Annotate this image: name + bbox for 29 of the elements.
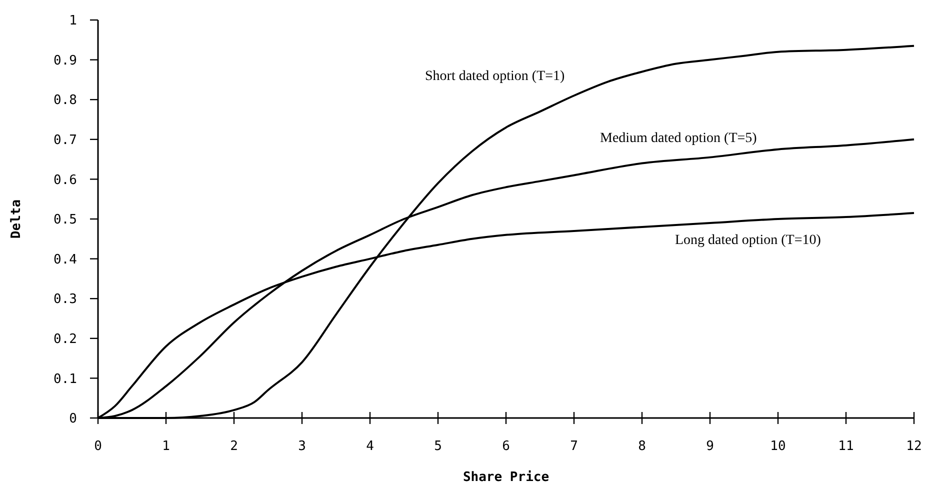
x-tick-label: 8 (638, 439, 646, 454)
x-tick-label: 1 (162, 439, 170, 454)
x-tick-label: 4 (366, 439, 374, 454)
x-tick-label: 6 (502, 439, 510, 454)
y-tick-label: 0.1 (54, 372, 77, 387)
y-axis-title: Delta (9, 199, 24, 239)
y-tick-label: 0.9 (54, 53, 77, 68)
series-label: Long dated option (T=10) (675, 233, 822, 248)
y-tick-label: 0.4 (54, 252, 78, 268)
y-tick-label: 1 (69, 14, 77, 29)
x-tick-label: 3 (298, 439, 306, 454)
y-tick-label: 0 (69, 412, 77, 427)
x-tick-label: 2 (230, 439, 238, 454)
x-tick-label: 0 (94, 439, 102, 454)
y-tick-label: 0.6 (54, 172, 77, 188)
y-tick-label: 0.5 (54, 212, 77, 228)
x-tick-label: 7 (570, 439, 578, 454)
y-tick-label: 0.7 (54, 132, 77, 148)
series-label: Medium dated option (T=5) (600, 131, 758, 146)
x-axis-title: Share Price (462, 470, 550, 485)
y-tick-label: 0.3 (54, 292, 77, 308)
series-label: Short dated option (T=1) (425, 69, 566, 84)
x-tick-label: 5 (434, 439, 442, 454)
x-tick-label: 10 (770, 439, 786, 454)
x-tick-label: 12 (906, 439, 922, 454)
y-tick-label: 0.2 (54, 332, 77, 347)
x-tick-label: 11 (838, 439, 854, 454)
x-tick-label: 9 (706, 439, 714, 454)
y-tick-label: 0.8 (54, 93, 77, 108)
